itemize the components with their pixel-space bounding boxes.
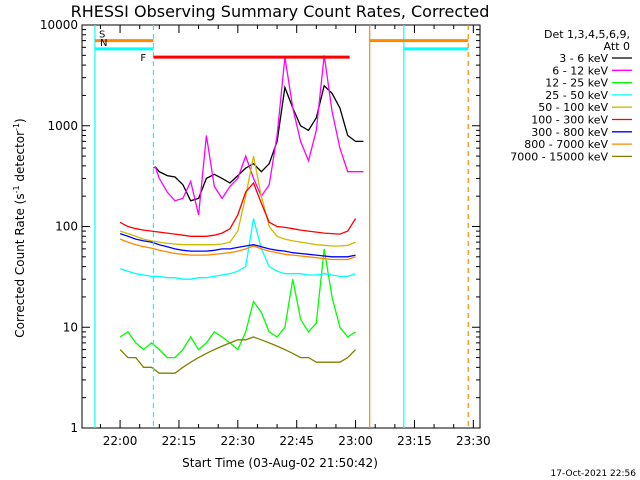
legend-header: Det 1,3,4,5,6,9, <box>544 28 630 41</box>
y-axis-label-end: ) <box>13 118 27 123</box>
x-axis-label: Start Time (03-Aug-02 21:50:42) <box>182 456 378 470</box>
y-axis-label-sup1: -1 <box>12 185 21 193</box>
timestamp: 17-Oct-2021 22:56 <box>551 469 637 479</box>
y-tick-label: 100 <box>55 220 78 234</box>
x-tick-label: 22:45 <box>279 434 314 448</box>
legend-header: Att 0 <box>604 40 630 53</box>
y-tick-label: 10000 <box>40 18 78 32</box>
legend-entry: 25 - 50 keV <box>545 89 608 102</box>
y-tick-label: 1 <box>70 421 78 435</box>
flag-label: F <box>140 53 146 64</box>
legend-entry: 12 - 25 keV <box>545 77 608 90</box>
series-line <box>119 238 356 261</box>
y-axis-label: Corrected Count Rate (s-1 detector-1) <box>12 118 27 337</box>
chart-title: RHESSI Observing Summary Count Rates, Co… <box>71 2 490 21</box>
y-ticks: 1 10 100 1000 10000 <box>40 18 480 435</box>
x-ticks: 22:00 22:15 22:30 22:45 23:00 23:15 23:30 <box>99 25 491 448</box>
legend-entry: 50 - 100 keV <box>538 101 608 114</box>
x-tick-label: 22:30 <box>221 434 256 448</box>
x-tick-label: 22:15 <box>162 434 197 448</box>
series-line <box>119 218 356 280</box>
series-line <box>153 55 364 216</box>
y-axis-label-mid: detector <box>13 131 27 186</box>
series-line <box>153 84 364 202</box>
x-tick-label: 23:15 <box>397 434 432 448</box>
flag-label: N <box>100 38 107 49</box>
markers <box>94 25 469 428</box>
series-line <box>119 336 357 374</box>
legend-entry: 300 - 800 keV <box>531 126 608 139</box>
x-tick-label: 23:00 <box>338 434 373 448</box>
flag-label: S <box>99 30 105 41</box>
svg-text:Corrected Count Rate (s-1 dete: Corrected Count Rate (s-1 detector-1) <box>12 118 27 337</box>
y-tick-label: 1000 <box>47 119 78 133</box>
legend-entry: 800 - 7000 keV <box>524 138 608 151</box>
legend-entry: 7000 - 15000 keV <box>510 150 608 163</box>
series-line <box>119 155 356 247</box>
series-lines <box>119 55 364 374</box>
series-line <box>119 232 356 258</box>
x-tick-label: 23:30 <box>456 434 491 448</box>
series-line <box>119 248 356 359</box>
legend-entry: 100 - 300 keV <box>531 114 608 127</box>
legend-entry: 6 - 12 keV <box>552 64 608 77</box>
series-line <box>119 181 357 237</box>
legend-entry: 3 - 6 keV <box>559 52 608 65</box>
x-tick-label: 22:00 <box>103 434 138 448</box>
y-axis-label-main: Corrected Count Rate (s <box>13 193 27 337</box>
flags: SN F <box>94 30 469 64</box>
y-axis-label-sup2: -1 <box>12 123 21 131</box>
y-tick-label: 10 <box>63 320 78 334</box>
